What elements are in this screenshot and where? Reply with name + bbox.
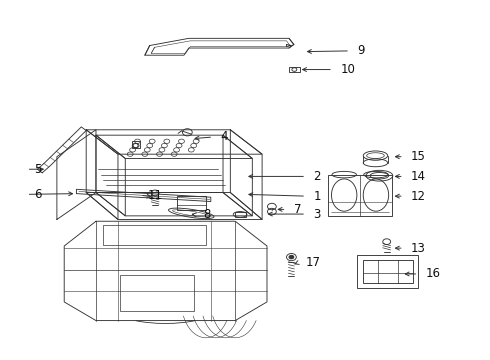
Bar — [103, 225, 206, 244]
Bar — [176, 196, 206, 211]
Bar — [132, 140, 141, 148]
Text: 8: 8 — [203, 208, 211, 221]
Text: 5: 5 — [34, 163, 41, 176]
Circle shape — [289, 255, 294, 259]
Text: 2: 2 — [314, 170, 321, 183]
Bar — [121, 275, 194, 311]
Text: 1: 1 — [314, 190, 321, 203]
Text: 17: 17 — [306, 256, 321, 269]
Text: 10: 10 — [340, 63, 355, 76]
Text: 13: 13 — [411, 242, 426, 255]
Bar — [357, 255, 418, 288]
Text: 7: 7 — [294, 203, 301, 216]
Bar — [328, 175, 392, 216]
Text: 16: 16 — [426, 267, 441, 280]
Text: 4: 4 — [220, 130, 228, 144]
Text: 9: 9 — [357, 44, 365, 57]
Text: 11: 11 — [147, 189, 162, 202]
Text: 3: 3 — [314, 208, 321, 221]
Text: 15: 15 — [411, 150, 426, 163]
Bar — [289, 67, 300, 72]
Text: 12: 12 — [411, 190, 426, 203]
Text: 6: 6 — [34, 188, 42, 201]
Text: 14: 14 — [411, 170, 426, 183]
Bar — [363, 260, 413, 283]
Bar — [235, 212, 246, 217]
